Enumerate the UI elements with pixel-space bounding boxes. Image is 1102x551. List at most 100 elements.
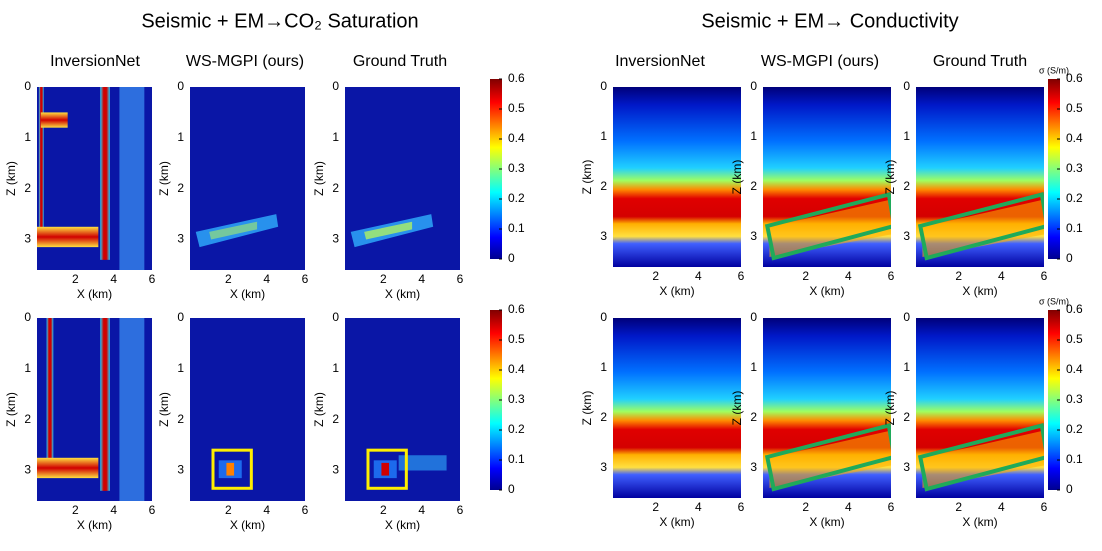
x-tick-label: 2 — [225, 272, 232, 286]
x-tick-label: 2 — [955, 269, 962, 283]
y-tick-label: 3 — [177, 463, 184, 477]
y-tick-label: 1 — [177, 361, 184, 375]
x-axis-label: X (km) — [230, 287, 265, 301]
y-tick-label: 0 — [750, 79, 757, 93]
x-tick-label: 6 — [302, 272, 309, 286]
colorbar-tick-label: 0.4 — [1066, 362, 1083, 376]
y-axis-label: Z (km) — [312, 161, 326, 196]
colorbar-tick-label: 0.3 — [508, 392, 525, 406]
y-tick-label: 2 — [332, 181, 339, 195]
colorbar-tick-label: 0.4 — [1066, 131, 1083, 145]
x-axis-label: X (km) — [962, 284, 997, 298]
x-tick-label: 2 — [380, 503, 387, 517]
heatmap-feature — [119, 87, 145, 270]
y-tick-label: 1 — [332, 130, 339, 144]
y-tick-label: 2 — [24, 181, 31, 195]
colorbar-tick-label: 0.6 — [1066, 71, 1083, 85]
highlight-box — [917, 192, 1044, 261]
x-tick-label: 4 — [845, 500, 852, 514]
y-axis-label: Z (km) — [730, 160, 744, 195]
heatmap — [763, 318, 891, 498]
x-tick-label: 2 — [225, 503, 232, 517]
x-tick-label: 4 — [845, 269, 852, 283]
heatmap-feature — [345, 318, 460, 501]
column-header: WS-MGPI (ours) — [186, 53, 304, 70]
x-tick-label: 6 — [738, 269, 745, 283]
y-tick-label: 3 — [332, 463, 339, 477]
y-tick-label: 1 — [600, 129, 607, 143]
x-axis-label: X (km) — [385, 287, 420, 301]
heatmap — [763, 87, 891, 267]
y-tick-label: 1 — [903, 360, 910, 374]
x-tick-label: 6 — [149, 272, 156, 286]
x-tick-label: 6 — [302, 503, 309, 517]
heatmap-feature — [190, 318, 305, 501]
y-tick-label: 0 — [177, 310, 184, 324]
highlight-box — [366, 448, 408, 490]
column-header: WS-MGPI (ours) — [761, 53, 879, 70]
x-tick-label: 6 — [888, 269, 895, 283]
colorbar-tick-label: 0 — [508, 251, 515, 265]
colorbar-tick-label: 0.3 — [508, 161, 525, 175]
y-tick-label: 3 — [600, 460, 607, 474]
y-axis-label: Z (km) — [4, 161, 18, 196]
colorbar-tick-label: 0.6 — [1066, 302, 1083, 316]
column-header: Ground Truth — [933, 53, 1027, 70]
y-axis-label: Z (km) — [4, 392, 18, 427]
y-tick-label: 0 — [332, 310, 339, 324]
y-axis-label: Z (km) — [312, 392, 326, 427]
x-tick-label: 2 — [802, 269, 809, 283]
x-tick-label: 6 — [457, 272, 464, 286]
column-header: InversionNet — [615, 53, 705, 70]
heatmap — [37, 87, 152, 270]
x-tick-label: 6 — [888, 500, 895, 514]
y-tick-label: 3 — [903, 229, 910, 243]
x-axis-label: X (km) — [962, 515, 997, 529]
highlight-box — [764, 192, 891, 261]
y-axis-label: Z (km) — [883, 160, 897, 195]
heatmap-feature — [922, 430, 1044, 488]
y-tick-label: 1 — [600, 360, 607, 374]
x-tick-label: 4 — [695, 269, 702, 283]
colorbar-tick-label: 0.4 — [508, 362, 525, 376]
x-axis-label: X (km) — [659, 284, 694, 298]
x-tick-label: 2 — [72, 503, 79, 517]
colorbar-tick-label: 0.1 — [1066, 221, 1083, 235]
heatmap — [190, 87, 305, 270]
heatmap-feature — [100, 87, 110, 260]
colorbar-unit: σ (S/m) — [1039, 65, 1069, 75]
y-tick-label: 0 — [903, 79, 910, 93]
y-tick-label: 2 — [750, 179, 757, 193]
x-tick-label: 4 — [263, 503, 270, 517]
x-tick-label: 2 — [652, 500, 659, 514]
y-tick-label: 3 — [177, 232, 184, 246]
y-axis-label: Z (km) — [883, 391, 897, 426]
colorbar-tick-label: 0.2 — [508, 422, 525, 436]
colorbar-tick-label: 0.3 — [1066, 161, 1083, 175]
colorbar-tick-label: 0.2 — [1066, 422, 1083, 436]
y-tick-label: 0 — [600, 79, 607, 93]
heatmap — [613, 87, 741, 267]
x-axis-label: X (km) — [230, 518, 265, 532]
heatmap-feature — [922, 199, 1044, 257]
y-axis-label: Z (km) — [730, 391, 744, 426]
y-tick-label: 2 — [177, 181, 184, 195]
colorbar-tick-label: 0.2 — [508, 191, 525, 205]
colorbar-tick-label: 0.5 — [1066, 332, 1083, 346]
y-tick-label: 3 — [750, 460, 757, 474]
colorbar-tick-label: 0.1 — [508, 221, 525, 235]
colorbar — [1048, 310, 1060, 490]
y-tick-label: 0 — [24, 310, 31, 324]
y-tick-label: 3 — [903, 460, 910, 474]
y-tick-label: 2 — [332, 412, 339, 426]
y-tick-label: 0 — [177, 79, 184, 93]
x-axis-label: X (km) — [809, 284, 844, 298]
y-tick-label: 3 — [600, 229, 607, 243]
y-tick-label: 2 — [903, 179, 910, 193]
heatmap — [345, 318, 460, 501]
heatmap-feature — [364, 221, 413, 240]
y-tick-label: 2 — [600, 179, 607, 193]
x-tick-label: 2 — [652, 269, 659, 283]
colorbar-tick-label: 0.2 — [1066, 191, 1083, 205]
